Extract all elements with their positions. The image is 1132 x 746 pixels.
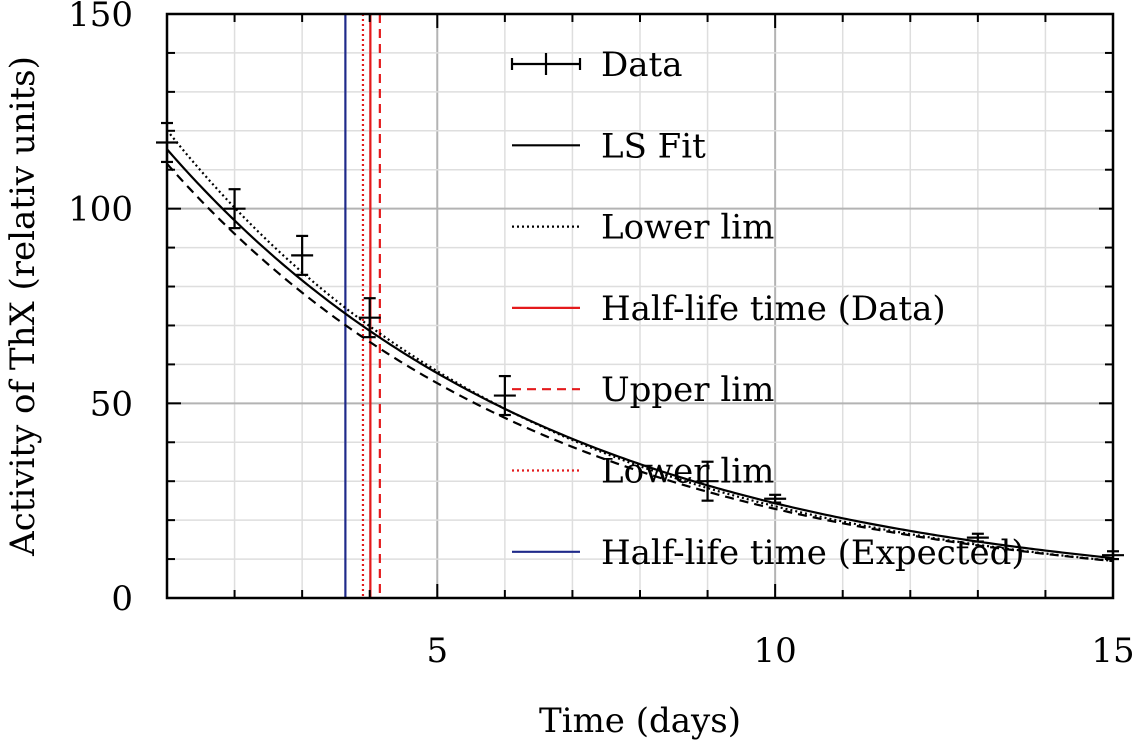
x-tick-label: 5	[426, 631, 448, 671]
legend-item: LS Fit	[512, 126, 706, 166]
fit-curves	[166, 129, 1114, 563]
legend: Data LS Fit Lower lim Half-life time (Data)…	[510, 45, 1025, 573]
data-point	[764, 493, 787, 504]
curve-0	[166, 148, 1114, 560]
y-tick-label: 50	[90, 384, 133, 424]
axis-ticks	[166, 13, 1114, 599]
curve-1	[166, 129, 1114, 562]
legend-label: Data	[601, 45, 682, 85]
data-point	[696, 460, 719, 502]
legend-label: LS Fit	[601, 126, 706, 166]
data-point	[358, 297, 381, 339]
legend-item: Upper lim	[512, 370, 774, 410]
legend-label: Half-life time (Data)	[601, 289, 946, 329]
curve-2	[166, 163, 1114, 563]
half-life-lines	[344, 14, 381, 598]
legend-label: Lower lim	[601, 208, 774, 248]
legend-item: Half-life time (Expected)	[512, 533, 1025, 573]
legend-item: Data	[510, 45, 682, 85]
y-tick-label: 100	[68, 190, 133, 230]
data-point	[291, 234, 314, 276]
data-point	[966, 532, 989, 543]
legend-item: Half-life time (Data)	[512, 289, 946, 329]
y-tick-label: 150	[68, 0, 133, 35]
data-point	[223, 188, 246, 230]
x-axis-label: Time (days)	[539, 701, 741, 741]
x-tick-label: 10	[754, 631, 797, 671]
x-tick-label: 15	[1091, 631, 1132, 671]
legend-item: Lower lim	[512, 208, 774, 248]
y-tick-label: 0	[111, 579, 133, 619]
y-axis-label: Activity of ThX (relativ units)	[3, 56, 43, 557]
legend-item: Lower lim	[512, 452, 774, 492]
legend-label: Half-life time (Expected)	[601, 533, 1025, 573]
legend-label: Upper lim	[601, 370, 774, 410]
data-point	[493, 374, 516, 417]
legend-label: Lower lim	[601, 452, 774, 492]
